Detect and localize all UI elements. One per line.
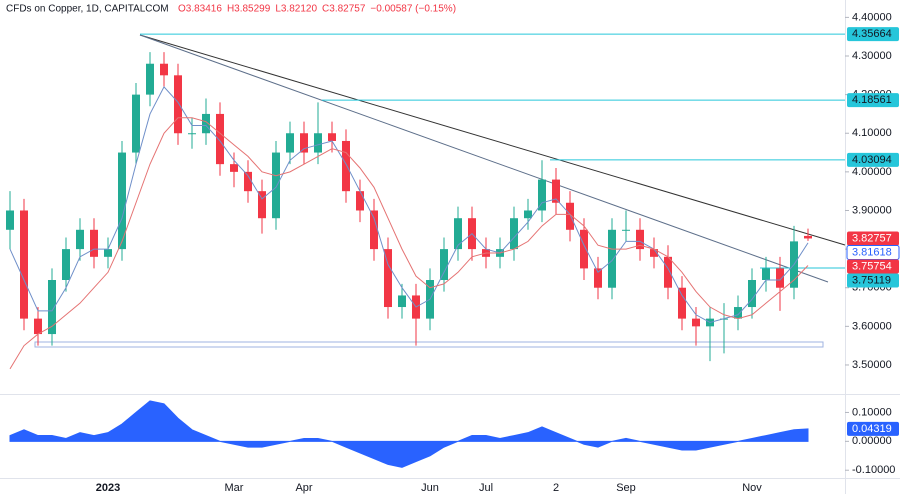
candle-body <box>804 235 812 239</box>
candle-body <box>636 229 644 250</box>
moving-average <box>9 117 809 370</box>
candle-body <box>76 229 84 250</box>
x-tick-label: Sep <box>616 482 636 494</box>
price-badge-label: 3.75119 <box>852 274 891 286</box>
y-tick-label: 3.60000 <box>852 320 892 332</box>
y-tick-label: -0.10000 <box>852 464 895 476</box>
candle-body <box>230 164 238 172</box>
price-badge-label: 4.03094 <box>852 154 892 166</box>
candle-body <box>608 229 616 288</box>
candle-body <box>356 191 364 211</box>
candle-body <box>594 268 602 288</box>
candle-body <box>776 268 784 288</box>
candle-body <box>216 113 224 165</box>
x-tick-label: Jun <box>421 482 439 494</box>
candle-body <box>118 152 126 250</box>
candle-body <box>510 218 518 250</box>
x-tick-label: Mar <box>225 482 244 494</box>
candle-body <box>6 210 14 230</box>
price-badge <box>847 93 899 108</box>
y-tick-label: 4.00000 <box>852 166 892 178</box>
candle-body <box>692 318 700 327</box>
candle-body <box>664 256 672 288</box>
x-tick-label: 2023 <box>96 482 120 494</box>
candle-body <box>440 249 448 280</box>
candle-body <box>90 229 98 257</box>
y-tick-label: 3.50000 <box>852 359 892 371</box>
price-badge <box>847 273 899 288</box>
trendline <box>139 34 846 246</box>
moving-average <box>9 86 809 324</box>
x-tick-label: Jul <box>479 482 493 494</box>
candle-body <box>286 133 294 153</box>
price-badge <box>847 27 899 42</box>
candle-body <box>34 318 42 335</box>
candle-body <box>20 210 28 319</box>
candle-body <box>174 75 182 134</box>
price-badge <box>847 421 899 436</box>
candle-body <box>748 280 756 308</box>
candle-body <box>678 287 686 319</box>
candle-body <box>146 63 154 95</box>
price-badge-label: 4.35664 <box>852 28 892 40</box>
candle-body <box>734 307 742 319</box>
candle-body <box>566 202 574 230</box>
candle-body <box>580 229 588 269</box>
y-tick-label: 4.30000 <box>852 50 892 62</box>
candle-body <box>650 249 658 257</box>
y-tick-label: 4.40000 <box>852 11 892 23</box>
price-badge <box>847 231 899 246</box>
y-tick-label: 3.90000 <box>852 204 892 216</box>
candle-body <box>314 133 322 153</box>
header-value: L3.82120 <box>275 4 317 15</box>
header-value: H3.85299 <box>227 4 271 15</box>
candle-body <box>622 229 630 231</box>
candle-body <box>370 210 378 250</box>
candle-body <box>62 249 70 280</box>
candle-body <box>454 218 462 250</box>
candle-body <box>538 179 546 211</box>
y-tick-label: 0.10000 <box>852 406 892 418</box>
header-value: O3.83416 <box>178 4 222 15</box>
candle-body <box>342 140 350 192</box>
candle-body <box>132 94 140 153</box>
y-tick-label: 4.10000 <box>852 127 892 139</box>
trendline <box>139 34 829 283</box>
candle-body <box>328 133 336 141</box>
candle-body <box>258 191 266 219</box>
candle-body <box>48 280 56 335</box>
header-values: O3.83416 H3.85299 L3.82120 C3.82757 −0.00587… <box>178 4 456 15</box>
x-tick-label: Nov <box>742 482 762 494</box>
price-badge-label: 3.81618 <box>852 246 892 258</box>
candle-body <box>398 295 406 308</box>
candle-body <box>762 268 770 280</box>
price-badge-label: 4.18561 <box>852 94 892 106</box>
candle-body <box>524 210 532 219</box>
candle-body <box>300 133 308 153</box>
header-title: CFDs on Copper, 1D, CAPITALCOM <box>6 4 169 15</box>
candle-body <box>188 133 196 135</box>
header-value: −0.00587 (−0.15%) <box>370 4 456 15</box>
price-badge <box>847 259 899 274</box>
price-badge-label: 0.04319 <box>852 423 892 435</box>
candle-body <box>160 63 168 76</box>
candle-body <box>384 249 392 308</box>
candle-body <box>202 113 210 134</box>
y-tick-label: 0.00000 <box>852 435 892 447</box>
price-badge-label: 3.82757 <box>852 232 892 244</box>
x-tick-label: Apr <box>295 482 312 494</box>
price-badge <box>847 152 899 167</box>
x-tick-label: 2 <box>553 482 559 494</box>
oscillator-area <box>9 400 809 468</box>
candle-body <box>104 249 112 257</box>
candle-body <box>552 179 560 203</box>
price-badge-label: 3.75754 <box>852 260 892 272</box>
candle-body <box>272 152 280 219</box>
header-value: C3.82757 <box>322 4 366 15</box>
support-zone <box>34 341 824 348</box>
candle-body <box>244 171 252 192</box>
